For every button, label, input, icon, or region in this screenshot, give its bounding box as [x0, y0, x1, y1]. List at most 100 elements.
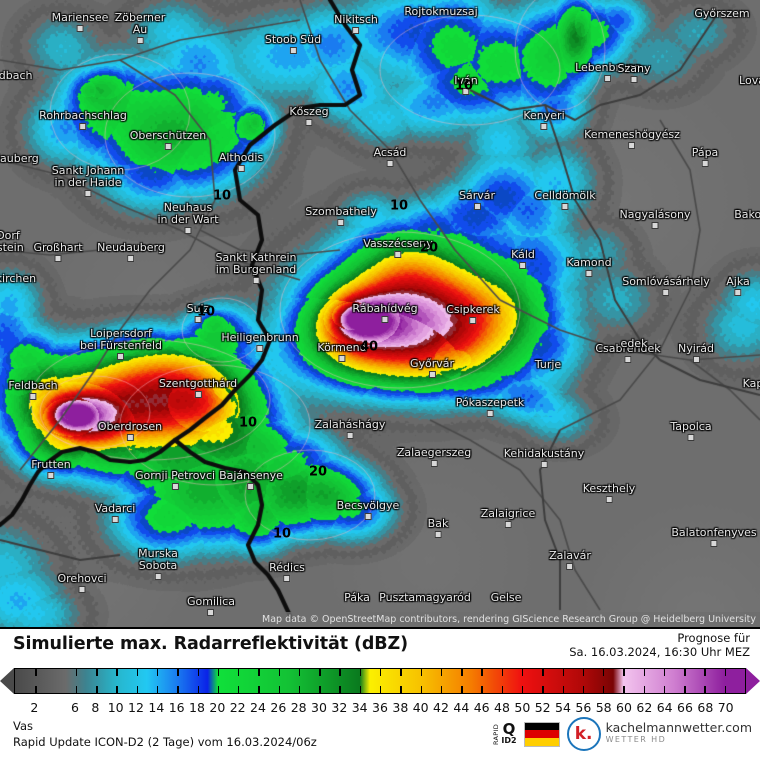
colorbar-tick	[704, 669, 706, 676]
colorbar-tick	[582, 686, 585, 693]
colorbar-tick	[156, 686, 159, 693]
colorbar-tick-label: 20	[209, 700, 226, 715]
colorbar-tick-label: 24	[250, 700, 266, 715]
colorbar-tick-label: 26	[270, 700, 287, 715]
colorbar-track	[14, 668, 746, 694]
colorbar-tick-label: 38	[392, 700, 409, 715]
colorbar-tick	[278, 669, 280, 676]
legend-footer: Simulierte max. Radarreflektivität (dBZ)…	[0, 629, 760, 760]
colorbar-tick-label: 22	[229, 700, 246, 715]
colorbar-tick	[501, 669, 504, 676]
colorbar-tick	[238, 669, 240, 676]
colorbar-tick	[582, 669, 585, 676]
colorbar-tick	[35, 686, 37, 693]
forecast-time: Sa. 16.03.2024, 16:30 Uhr MEZ	[569, 645, 750, 659]
colorbar-tick-label: 30	[311, 700, 327, 715]
colorbar-tick	[663, 669, 666, 676]
colorbar-tick-label: 52	[534, 700, 551, 715]
colorbar-tick	[684, 686, 686, 693]
colorbar-tick-label: 14	[148, 700, 165, 715]
colorbar-tick-label: 58	[595, 700, 612, 715]
colorbar-tick	[217, 669, 220, 676]
colorbar-tick	[400, 669, 402, 676]
colorbar-tick	[440, 686, 443, 693]
colorbar-tick	[461, 686, 463, 693]
colorbar-tick	[663, 686, 666, 693]
radar-map[interactable]: Mariensee Zöberner Au Stoob Süd Nikitsch Rojt…	[0, 0, 760, 629]
colorbar-tick-label: 32	[331, 700, 348, 715]
colorbar-tick-label: 44	[453, 700, 470, 715]
colorbar-tick	[217, 686, 220, 693]
colorbar-tick-label: 16	[168, 700, 185, 715]
brand-domain: kachelmannwetter.com	[605, 720, 752, 735]
colorbar-tick	[116, 686, 118, 693]
colorbar-tick	[35, 669, 37, 676]
colorbar-tick-label: 34	[351, 700, 368, 715]
colorbar-tick	[319, 686, 321, 693]
brand-tagline: WETTER HD	[605, 735, 667, 744]
colorbar-tick	[420, 669, 422, 676]
colorbar-tick	[562, 669, 564, 676]
rapid-label: RAPID	[492, 723, 501, 745]
colorbar-tick	[724, 686, 727, 693]
colorbar-tick	[258, 686, 260, 693]
colorbar-tick	[380, 669, 382, 676]
colorbar-tick-label: 60	[616, 700, 632, 715]
colorbar-tick-label: 64	[656, 700, 673, 715]
magnifier-icon: Q	[502, 720, 516, 738]
colorbar-tick	[75, 686, 78, 693]
colorbar-tick	[704, 686, 706, 693]
colorbar-tick	[461, 669, 463, 676]
colorbar-tick-label: 56	[575, 700, 592, 715]
colorbar-tick-label: 68	[697, 700, 714, 715]
colorbar-min-arrow-icon	[0, 668, 14, 694]
colorbar-tick	[643, 686, 645, 693]
colorbar-max-arrow-icon	[746, 668, 760, 694]
colorbar-tick-label: 62	[636, 700, 653, 715]
colorbar-tick	[75, 669, 78, 676]
colorbar-tick	[278, 686, 280, 693]
colorbar-tick	[339, 686, 341, 693]
colorbar-tick-label: 40	[412, 700, 429, 715]
colorbar-tick	[400, 686, 402, 693]
colorbar-tick	[359, 669, 362, 676]
colorbar-tick	[481, 669, 483, 676]
colorbar-tick-label: 50	[514, 700, 531, 715]
kachelmann-circle-icon: k.	[566, 717, 601, 751]
map-attribution: Map data © OpenStreetMap contributors, r…	[256, 612, 760, 627]
colorbar-tick-label: 48	[494, 700, 510, 715]
source-info: Vas Rapid Update ICON-D2 (2 Tage) vom 16…	[13, 718, 317, 750]
german-flag-icon	[523, 721, 560, 747]
colorbar-tick	[521, 686, 524, 693]
colorbar-tick	[481, 686, 483, 693]
colorbar-tick	[542, 669, 544, 676]
colorbar-tick	[96, 669, 98, 676]
colorbar-tick-label: 70	[717, 700, 734, 715]
colorbar-tick-label: 18	[189, 700, 205, 715]
colorbar-tick	[724, 669, 727, 676]
colorbar-tick-label: 42	[433, 700, 449, 715]
colorbar-tick	[136, 669, 139, 676]
page-title: Simulierte max. Radarreflektivität (dBZ)	[13, 634, 409, 654]
colorbar-tick	[177, 686, 179, 693]
colorbar-tick-label: 54	[555, 700, 571, 715]
forecast-info: Prognose für Sa. 16.03.2024, 16:30 Uhr M…	[569, 631, 750, 659]
colorbar-tick	[319, 669, 321, 676]
colorbar-tick	[156, 669, 159, 676]
rapid-id2-badge: RAPID Q ID2	[492, 720, 517, 746]
colorbar-tick	[603, 669, 605, 676]
colorbar-tick-label: 6	[71, 700, 79, 715]
colorbar-tick	[197, 669, 199, 676]
colorbar-tick	[177, 669, 179, 676]
colorbar-tick	[623, 686, 625, 693]
colorbar-tick	[197, 686, 199, 693]
colorbar-tick-label: 66	[677, 700, 693, 715]
colorbar-tick	[420, 686, 422, 693]
kachelmann-k-glyph: k.	[574, 723, 593, 744]
colorbar-tick	[643, 669, 645, 676]
colorbar-tick	[380, 686, 382, 693]
model-run: Rapid Update ICON-D2 (2 Tage) vom 16.03.…	[13, 735, 317, 749]
id2-label: ID2	[501, 736, 517, 745]
colorbar-tick	[298, 686, 301, 693]
